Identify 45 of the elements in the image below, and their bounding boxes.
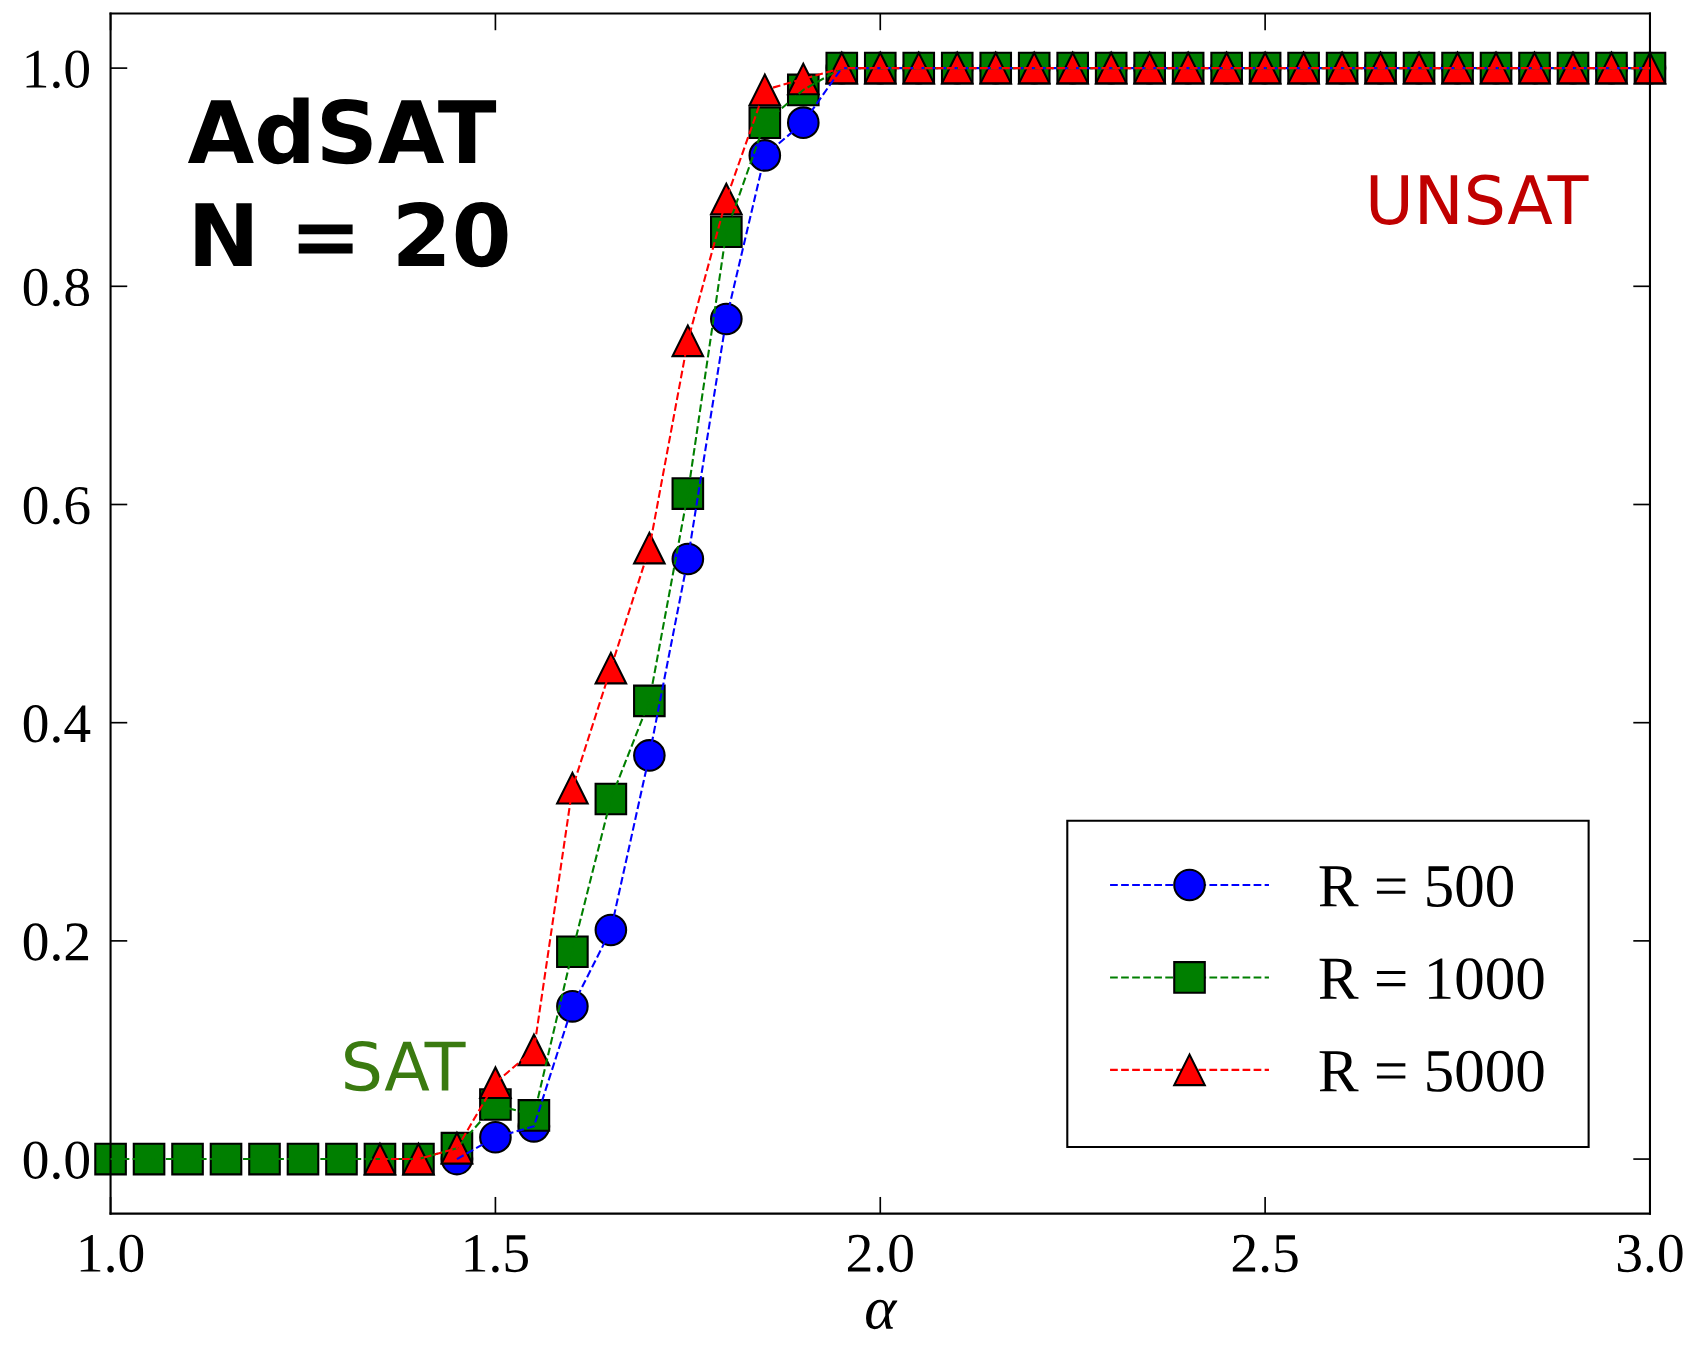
legend-label: R = 500 [1319,865,1513,907]
legend-label: R = 1000 [1319,958,1544,1000]
point [132,1142,166,1176]
x-tick-label: 2.0 [847,1234,913,1273]
point [710,215,743,249]
legend-label: R = 5000 [1319,1050,1544,1092]
point [286,1142,320,1176]
point [633,684,666,718]
x-tick-label: 2.5 [1232,1234,1298,1273]
point [786,106,820,139]
x-axis-title: α [866,1299,898,1330]
point [594,913,628,947]
point [556,935,589,969]
point [479,1066,512,1100]
y-tick-label: 1.0 [26,50,89,89]
point [479,1120,512,1154]
point [748,106,782,139]
point [748,139,782,172]
annotation: UNSAT [1370,174,1589,225]
y-tick-label: 0.0 [23,1141,89,1180]
point [633,531,666,565]
point [556,990,589,1023]
annotation: AdSAT N = 20 [187,97,508,268]
point [325,1142,358,1176]
point [594,782,628,816]
y-tick-label: 0.2 [23,923,89,961]
point [710,302,743,336]
point [94,1142,127,1176]
point [671,477,705,510]
point [671,324,705,358]
point [748,73,782,107]
point [594,651,628,685]
point [633,739,666,772]
y-tick-label: 0.4 [23,705,91,743]
x-tick-label: 1.5 [465,1234,528,1273]
point [671,542,705,576]
point [248,1142,281,1176]
y-tick-label: 0.8 [23,268,89,307]
x-tick-label: 1.0 [80,1234,144,1273]
annotation: SAT [345,1040,466,1092]
point [556,771,589,805]
point [171,1142,204,1176]
x-tick-label: 3.0 [1617,1234,1683,1273]
y-tick-label: 0.6 [23,486,90,525]
point [209,1142,243,1176]
